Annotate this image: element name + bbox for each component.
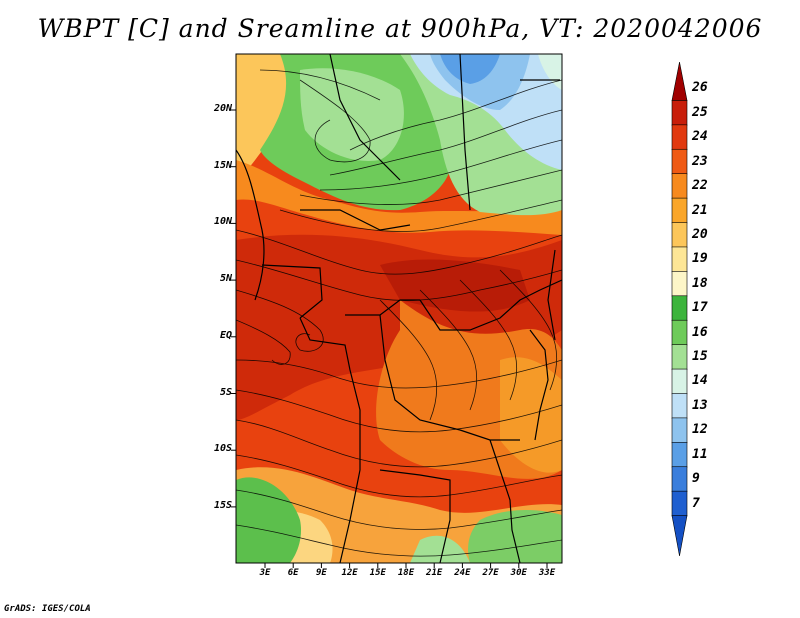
colorbar-label: 7	[692, 495, 700, 511]
lat-tick-marks	[231, 109, 236, 508]
lat-tick-label: 20N	[213, 103, 232, 114]
colorbar-swatch	[671, 222, 688, 248]
lon-tick-label: 21E	[426, 568, 443, 578]
colorbar-swatch	[671, 417, 688, 444]
colorbar-label: 19	[692, 251, 708, 267]
lon-tick-label: 15E	[369, 568, 386, 578]
lon-tick-label: 3E	[259, 568, 271, 578]
lon-tick-label: 6E	[287, 568, 299, 578]
colorbar-label: 9	[692, 471, 700, 487]
colorbar-swatch	[671, 295, 688, 322]
colorbar-swatch	[671, 393, 688, 419]
lon-tick-marks	[264, 563, 548, 568]
colorbar-label: 22	[692, 178, 708, 194]
lon-tick-label: 24E	[454, 568, 471, 578]
colorbar-label: 12	[692, 422, 708, 438]
colorbar-label: 26	[692, 80, 708, 96]
lat-tick-label: 10S	[213, 443, 232, 455]
colorbar-swatch	[671, 173, 688, 199]
colorbar-label: 15	[692, 349, 708, 365]
lat-tick-label: EQ	[219, 329, 232, 341]
colorbar-swatch	[671, 124, 688, 151]
lon-tick-label: 33E	[538, 568, 556, 578]
lon-tick-label: 30E	[510, 568, 527, 578]
colorbar-swatch	[671, 61, 688, 101]
country-borders	[236, 54, 562, 563]
lon-tick-label: 27E	[482, 568, 499, 578]
lat-tick-label: 15N	[213, 159, 232, 171]
colorbar-swatch	[671, 271, 688, 297]
colorbar-swatch	[671, 148, 688, 175]
colorbar-swatch	[671, 442, 688, 468]
footer-credit: GrADS: IGES/COLA	[4, 604, 91, 614]
colorbar-swatch	[671, 246, 688, 273]
colorbar-swatch	[671, 100, 688, 126]
colorbar-label: 20	[692, 226, 708, 242]
lon-tick-label: 12E	[341, 568, 358, 578]
streamlines	[236, 69, 562, 557]
colorbar-label: 17	[692, 300, 708, 316]
colorbar-swatch	[671, 368, 688, 395]
colorbar-label: 24	[692, 129, 708, 145]
colorbar-swatch	[671, 490, 688, 517]
colorbar-label: 18	[692, 275, 708, 291]
lat-tick-label: 10N	[213, 216, 232, 228]
colorbar-label: 16	[692, 324, 708, 340]
plot-frame	[235, 53, 563, 564]
colorbar-swatch	[671, 344, 688, 370]
colorbar-label: 23	[692, 153, 708, 169]
lon-tick-label: 18E	[397, 568, 415, 578]
colorbar	[671, 61, 688, 557]
colorbar-swatch	[671, 197, 688, 224]
lat-tick-label: 5S	[219, 386, 232, 398]
colorbar-swatch	[671, 319, 688, 346]
lat-tick-label: 5N	[219, 273, 232, 285]
lon-tick-label: 9E	[315, 568, 327, 578]
colorbar-label: 25	[692, 104, 708, 120]
wbpt-shading	[236, 54, 562, 563]
chart-title: WBPT [C] and Sreamline at 900hPa, VT: 20…	[37, 14, 763, 43]
lat-tick-label: 15S	[213, 499, 232, 511]
colorbar-label: 21	[692, 202, 708, 218]
colorbar-swatch	[671, 515, 688, 557]
colorbar-label: 14	[692, 373, 708, 389]
colorbar-swatch	[671, 466, 688, 492]
colorbar-label: 11	[692, 446, 708, 462]
colorbar-label: 13	[692, 397, 708, 413]
